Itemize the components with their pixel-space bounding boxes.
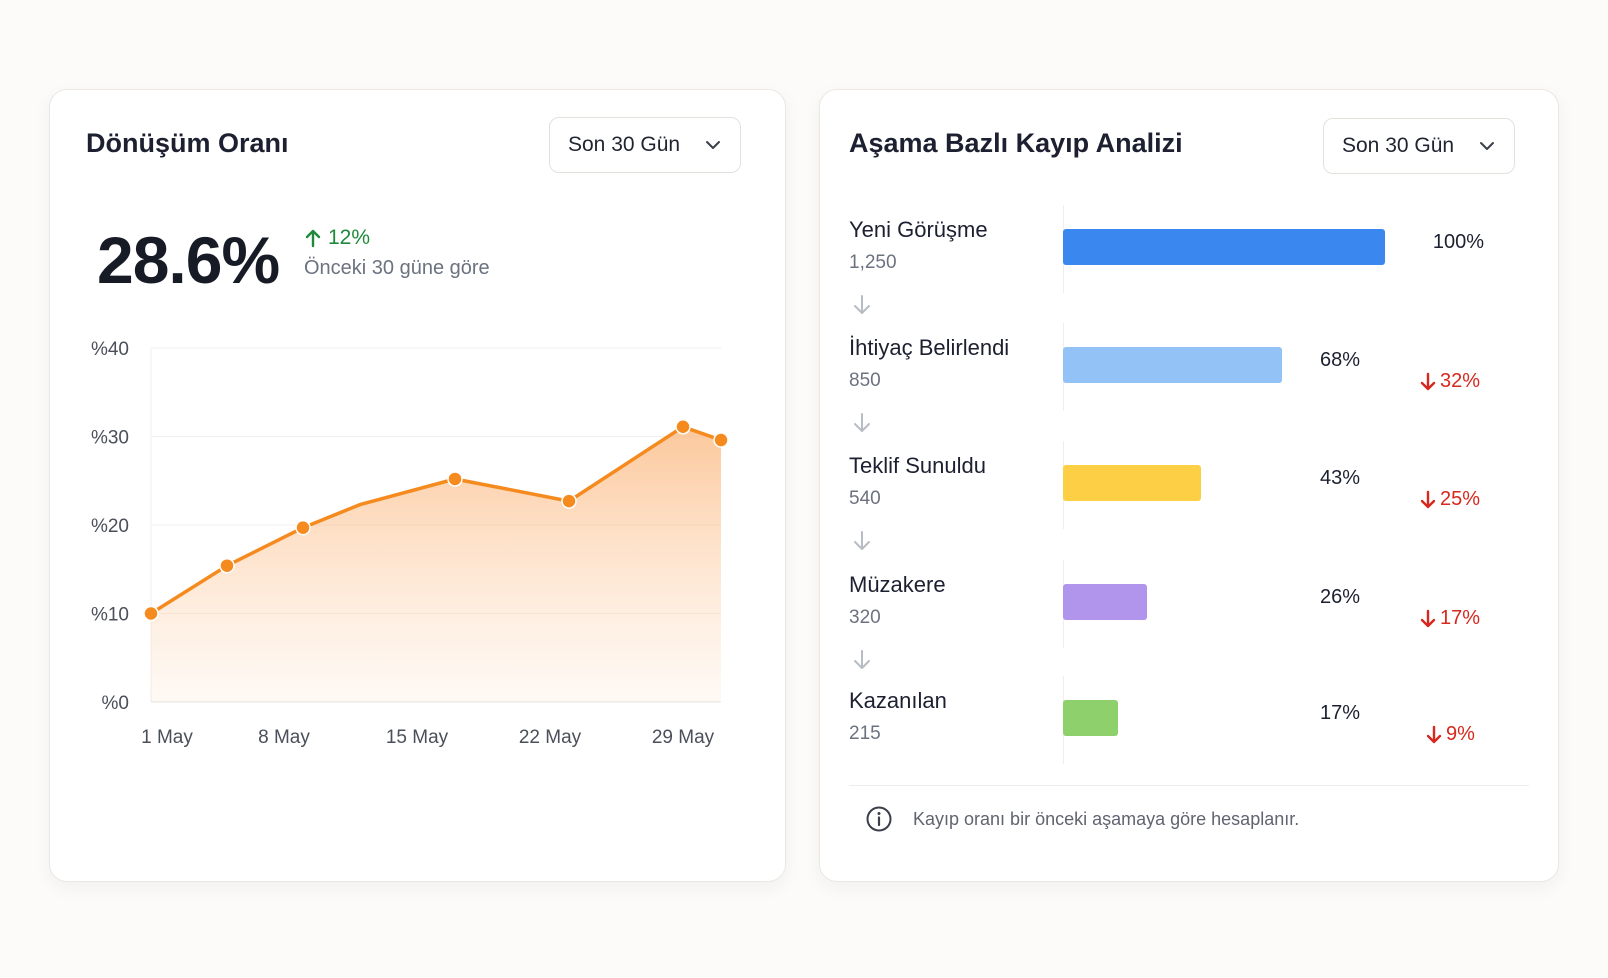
kpi-change-value: 12%	[328, 226, 371, 249]
y-tick-label: %10	[91, 605, 129, 626]
info-icon	[866, 806, 892, 832]
stage-loss-value: 25%	[1440, 488, 1481, 510]
y-tick-label: %0	[102, 693, 129, 714]
x-tick-label: 29 May	[652, 727, 715, 748]
flow-arrow-icon	[854, 531, 870, 550]
stage-count: 850	[849, 370, 881, 391]
conversion-period-label: Son 30 Gün	[568, 133, 681, 156]
conversion-line-chart: %40 %30 %20 %10 %0 1 May 8 May 15 May 22 May 29 M…	[91, 339, 729, 748]
chart-line	[150, 425, 722, 615]
data-point[interactable]	[675, 419, 691, 435]
stage-loss-card: Aşama Bazlı Kayıp Analizi Son 30 Gün Yen…	[819, 89, 1559, 882]
x-tick-label: 15 May	[386, 727, 449, 748]
arrow-down-icon	[1426, 725, 1442, 743]
kpi-value: 28.6%	[97, 223, 280, 297]
funnel-card-title: Aşama Bazlı Kayıp Analizi	[849, 128, 1183, 158]
stage-bar[interactable]	[1063, 700, 1118, 736]
footer-divider	[849, 785, 1529, 786]
flow-arrow-icon	[854, 650, 870, 669]
stage-loss: 17%	[1420, 607, 1480, 630]
x-tick-label: 8 May	[258, 727, 310, 748]
stage-loss: 25%	[1420, 488, 1480, 511]
conversion-period-dropdown[interactable]: Son 30 Gün	[549, 117, 741, 173]
flow-arrow-icon	[854, 413, 870, 432]
chevron-down-icon	[1480, 142, 1494, 150]
data-point[interactable]	[143, 605, 159, 622]
kpi-comparison-note: Önceki 30 güne göre	[304, 257, 490, 279]
stage-name: Teklif Sunuldu	[849, 453, 986, 478]
kpi-change: 12%	[304, 226, 370, 250]
stage-bar[interactable]	[1063, 229, 1385, 265]
stage-bar[interactable]	[1063, 465, 1201, 501]
stage-percent: 26%	[1319, 586, 1360, 608]
x-tick-label: 1 May	[141, 727, 193, 748]
funnel-period-label: Son 30 Gün	[1342, 134, 1455, 157]
stage-count: 1,250	[849, 252, 897, 273]
funnel-period-dropdown[interactable]: Son 30 Gün	[1323, 118, 1515, 174]
stage-name: Yeni Görüşme	[849, 217, 988, 242]
x-tick-label: 22 May	[519, 727, 582, 748]
y-tick-label: %40	[91, 339, 129, 360]
stage-loss-value: 17%	[1440, 607, 1481, 629]
stage-loss: 32%	[1420, 370, 1480, 393]
stage-count: 540	[849, 488, 881, 509]
footer-note: Kayıp oranı bir önceki aşamaya göre hesa…	[913, 808, 1300, 829]
chevron-down-icon	[706, 141, 720, 149]
funnel-stage: Müzakere 320 26% 17%	[820, 560, 1560, 682]
footer-info: Kayıp oranı bir önceki aşamaya göre hesa…	[865, 805, 1299, 833]
stage-name: İhtiyaç Belirlendi	[849, 335, 1010, 360]
arrow-down-icon	[1420, 609, 1436, 627]
stage-percent: 43%	[1319, 467, 1360, 489]
stage-name: Kazanılan	[849, 688, 947, 713]
arrow-up-icon	[305, 229, 321, 248]
stage-bar[interactable]	[1063, 347, 1282, 383]
stage-percent: 100%	[1432, 231, 1484, 253]
stage-percent: 68%	[1319, 349, 1360, 371]
y-tick-label: %20	[91, 516, 129, 537]
stage-loss-value: 9%	[1446, 723, 1475, 745]
data-point[interactable]	[561, 493, 577, 509]
flow-arrow-icon	[854, 295, 870, 314]
stage-percent: 17%	[1319, 702, 1360, 724]
stage-bar[interactable]	[1063, 584, 1147, 620]
funnel-stage: Kazanılan 215 17% 9%	[820, 676, 1560, 798]
funnel-stage: Teklif Sunuldu 540 43% 25%	[820, 441, 1560, 563]
arrow-down-icon	[1420, 372, 1436, 390]
data-point[interactable]	[713, 432, 729, 448]
stage-count: 215	[849, 723, 881, 744]
stage-loss: 9%	[1426, 723, 1475, 746]
stage-loss-value: 32%	[1440, 370, 1481, 392]
data-point[interactable]	[219, 557, 235, 574]
stage-name: Müzakere	[849, 572, 946, 597]
funnel-stage: İhtiyaç Belirlendi 850 68% 32%	[820, 323, 1560, 445]
stage-count: 320	[849, 607, 881, 628]
funnel-stage: Yeni Görüşme 1,250 100%	[820, 205, 1560, 327]
chart-area	[151, 426, 721, 702]
y-tick-label: %30	[91, 428, 129, 449]
arrow-down-icon	[1420, 490, 1436, 508]
conversion-card-title: Dönüşüm Oranı	[86, 128, 289, 158]
data-point[interactable]	[295, 519, 311, 536]
data-point[interactable]	[447, 471, 463, 487]
conversion-rate-card: Dönüşüm Oranı Son 30 Gün 28.6% 12% Öncek…	[49, 89, 786, 882]
